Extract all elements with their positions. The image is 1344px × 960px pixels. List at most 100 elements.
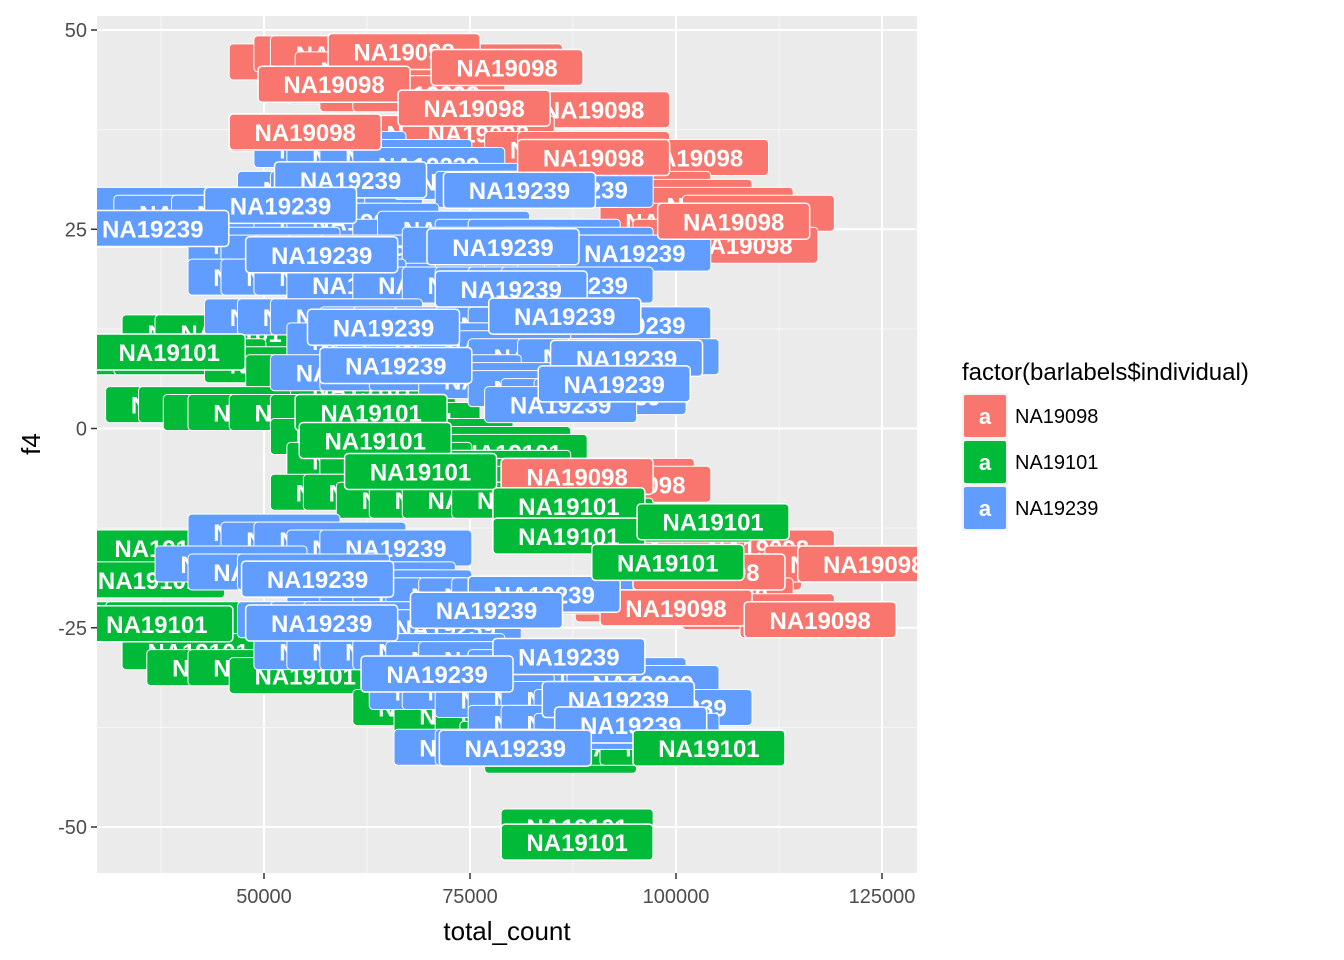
x-axis-title: total_count — [443, 916, 571, 946]
y-axis-title: f4 — [16, 433, 46, 455]
label-text: NA19098 — [456, 55, 557, 82]
data-label-NA19239: NA19239 — [488, 297, 642, 335]
label-box — [203, 186, 358, 225]
x-tick-label: 50000 — [236, 886, 292, 908]
data-label-NA19239: NA19239 — [558, 234, 712, 272]
data-label-NA19239: NA19239 — [426, 228, 580, 266]
label-text: NA19239 — [465, 736, 566, 763]
label-text: NA19239 — [469, 178, 570, 205]
x-axis: 50000 75000 100000 125000 — [236, 873, 915, 908]
label-text: NA19098 — [823, 552, 924, 579]
data-label-NA19239: NA19239 — [409, 591, 564, 629]
label-box — [537, 365, 691, 403]
label-text: NA19098 — [526, 464, 627, 491]
data-label-NA19101: NA19101 — [492, 487, 646, 525]
legend-key-glyph: a — [979, 450, 992, 475]
data-label-NA19101: NA19101 — [343, 452, 498, 491]
data-label-NA19098: NA19098 — [743, 601, 897, 639]
data-label-NA19098: NA19098 — [599, 589, 753, 627]
label-box — [343, 452, 498, 491]
legend-key-glyph: a — [979, 404, 992, 429]
x-tick-label: 75000 — [442, 886, 498, 908]
label-box — [632, 729, 786, 767]
legend-key-swatch — [964, 441, 1006, 483]
label-box — [430, 48, 584, 87]
label-text: NA19101 — [662, 510, 763, 537]
label-text: NA19101 — [526, 830, 627, 857]
data-label-NA19239: NA19239 — [537, 365, 691, 403]
data-label-NA19239: NA19239 — [97, 209, 230, 248]
legend-label: NA19239 — [1015, 498, 1098, 520]
data-label-NA19098: NA19098 — [517, 91, 671, 129]
data-label-NA19239: NA19239 — [306, 308, 461, 347]
legend-title: factor(barlabels$individual) — [962, 359, 1249, 386]
label-text: NA19239 — [386, 662, 487, 689]
label-box — [244, 604, 399, 642]
data-label-NA19101: NA19101 — [636, 502, 790, 541]
label-box — [426, 228, 580, 266]
data-label-NA19101: NA19101 — [97, 605, 234, 643]
label-text: NA19239 — [267, 567, 368, 594]
data-label-NA19101: NA19101 — [591, 543, 745, 582]
data-label-NA19239: NA19239 — [360, 655, 514, 693]
data-label-NA19239: NA19239 — [244, 236, 399, 274]
label-box — [636, 502, 790, 541]
label-text: NA19239 — [514, 304, 615, 331]
label-text: NA19098 — [543, 146, 644, 173]
label-box — [488, 297, 642, 335]
label-text: NA19098 — [625, 596, 726, 623]
label-text: NA19101 — [106, 612, 207, 639]
y-tick-label: -50 — [58, 817, 87, 839]
y-tick-label: 25 — [65, 219, 87, 241]
label-text: NA19101 — [658, 736, 759, 763]
legend-label: NA19098 — [1015, 406, 1098, 428]
data-label-NA19239: NA19239 — [438, 729, 593, 767]
label-box — [500, 823, 654, 861]
label-box — [438, 729, 593, 767]
label-text: NA19239 — [518, 644, 619, 671]
label-box — [397, 89, 551, 127]
label-box — [228, 113, 382, 151]
label-box — [240, 560, 395, 598]
legend: factor(barlabels$individual) a NA19098 a NA… — [962, 359, 1249, 531]
legend-key-glyph: a — [979, 496, 992, 521]
label-text: NA19101 — [370, 460, 471, 487]
label-text: NA19239 — [563, 372, 664, 399]
label-text: NA19098 — [283, 72, 384, 99]
label-box — [656, 202, 811, 241]
data-label-NA19098: NA19098 — [656, 202, 811, 241]
label-box — [257, 65, 411, 103]
data-label-NA19098: NA19098 — [397, 89, 551, 127]
data-label-NA19098: NA19098 — [500, 457, 654, 496]
label-text: NA19098 — [423, 96, 524, 123]
label-box — [360, 655, 514, 693]
label-text: NA19239 — [452, 235, 553, 262]
data-label-NA19239: NA19239 — [442, 171, 597, 209]
data-label-NA19239: NA19239 — [240, 560, 395, 598]
label-text: NA19239 — [102, 216, 203, 243]
label-text: NA19101 — [325, 428, 426, 455]
label-box — [442, 171, 597, 209]
data-label-NA19101: NA19101 — [500, 823, 654, 861]
label-box — [97, 605, 234, 643]
label-text: NA19239 — [333, 315, 434, 342]
y-tick-label: 0 — [76, 419, 87, 441]
y-tick-label: 50 — [65, 20, 87, 42]
data-label-NA19101: NA19101 — [298, 421, 452, 460]
data-label-NA19101: NA19101 — [632, 729, 786, 767]
label-box — [743, 601, 897, 639]
legend-label: NA19101 — [1015, 452, 1098, 474]
label-box — [409, 591, 564, 629]
data-label-NA19239: NA19239 — [319, 346, 473, 385]
label-text: NA19098 — [254, 120, 355, 147]
label-box — [797, 545, 917, 583]
label-marks: NA19098 NA19098 NA19098 NA19098 NA19098 NA190… — [97, 32, 924, 861]
label-text: NA19101 — [119, 340, 220, 367]
legend-key-swatch — [964, 395, 1006, 437]
data-label-NA19098: NA19098 — [228, 113, 382, 151]
label-text: NA19098 — [543, 98, 644, 125]
data-label-NA19098: NA19098 — [797, 545, 924, 583]
data-label-NA19101: NA19101 — [97, 333, 246, 371]
label-box — [244, 236, 399, 274]
